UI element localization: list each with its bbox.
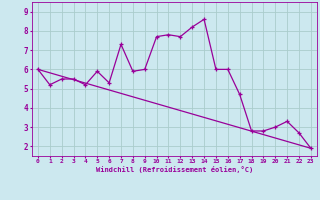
X-axis label: Windchill (Refroidissement éolien,°C): Windchill (Refroidissement éolien,°C)	[96, 166, 253, 173]
